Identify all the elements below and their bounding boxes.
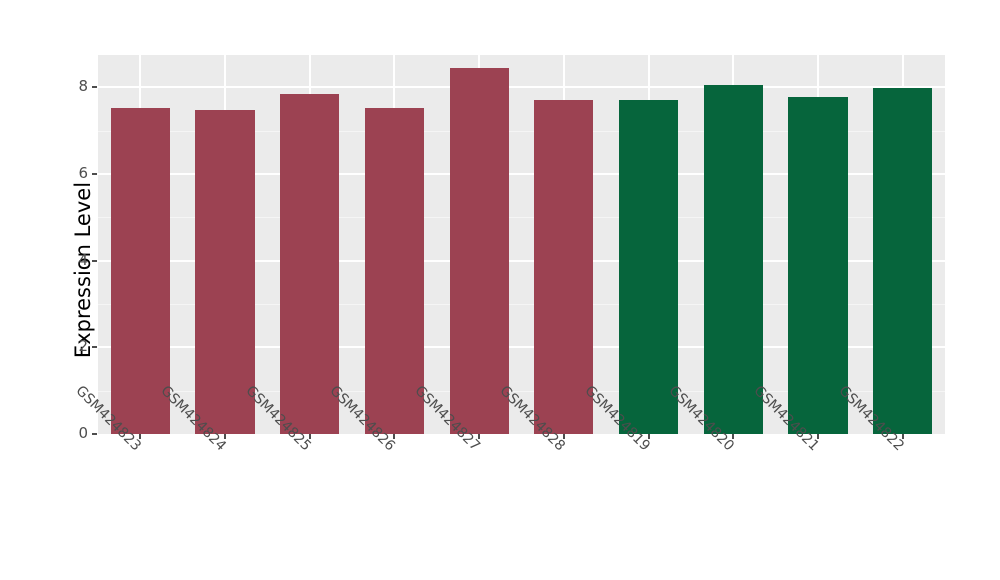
x-tick-mark	[732, 434, 735, 439]
gridline-major-y	[98, 173, 945, 176]
y-tick-label: 6	[78, 164, 88, 183]
x-tick-mark	[478, 434, 481, 439]
x-tick-mark	[647, 434, 650, 439]
bar-GSM424824	[195, 110, 255, 434]
y-tick-label: 2	[78, 337, 88, 356]
gridline-major-y	[98, 259, 945, 262]
gridline-minor-y	[98, 390, 945, 392]
bar-GSM424819	[618, 99, 679, 434]
y-tick-mark	[92, 346, 97, 349]
x-tick-mark	[393, 434, 396, 439]
bar-GSM424825	[280, 93, 340, 434]
gridline-minor-y	[98, 217, 945, 219]
gridline-major-y	[98, 86, 945, 89]
y-tick-mark	[92, 86, 97, 89]
y-tick-label: 8	[78, 77, 88, 96]
plot-panel	[98, 55, 945, 434]
x-tick-mark	[816, 434, 819, 439]
x-tick-mark	[224, 434, 227, 439]
bar-GSM424821	[788, 97, 848, 434]
y-tick-mark	[92, 173, 97, 176]
bar-GSM424828	[534, 100, 594, 434]
gridline-major-y	[98, 346, 945, 349]
bar-GSM424822	[873, 87, 933, 434]
gridline-minor-y	[98, 130, 945, 132]
bar-GSM424820	[703, 85, 763, 434]
y-tick-label: 4	[78, 250, 88, 269]
gridline-minor-y	[98, 304, 945, 306]
x-tick-mark	[308, 434, 311, 439]
y-tick-mark	[92, 433, 97, 435]
x-tick-mark	[562, 434, 565, 439]
bar-GSM424823	[110, 108, 170, 434]
x-tick-mark	[901, 434, 904, 439]
bar-GSM424826	[364, 108, 425, 434]
y-tick-mark	[92, 259, 97, 262]
bar-GSM424827	[449, 68, 509, 434]
x-tick-mark	[139, 434, 142, 439]
y-tick-label: 0	[78, 424, 88, 442]
